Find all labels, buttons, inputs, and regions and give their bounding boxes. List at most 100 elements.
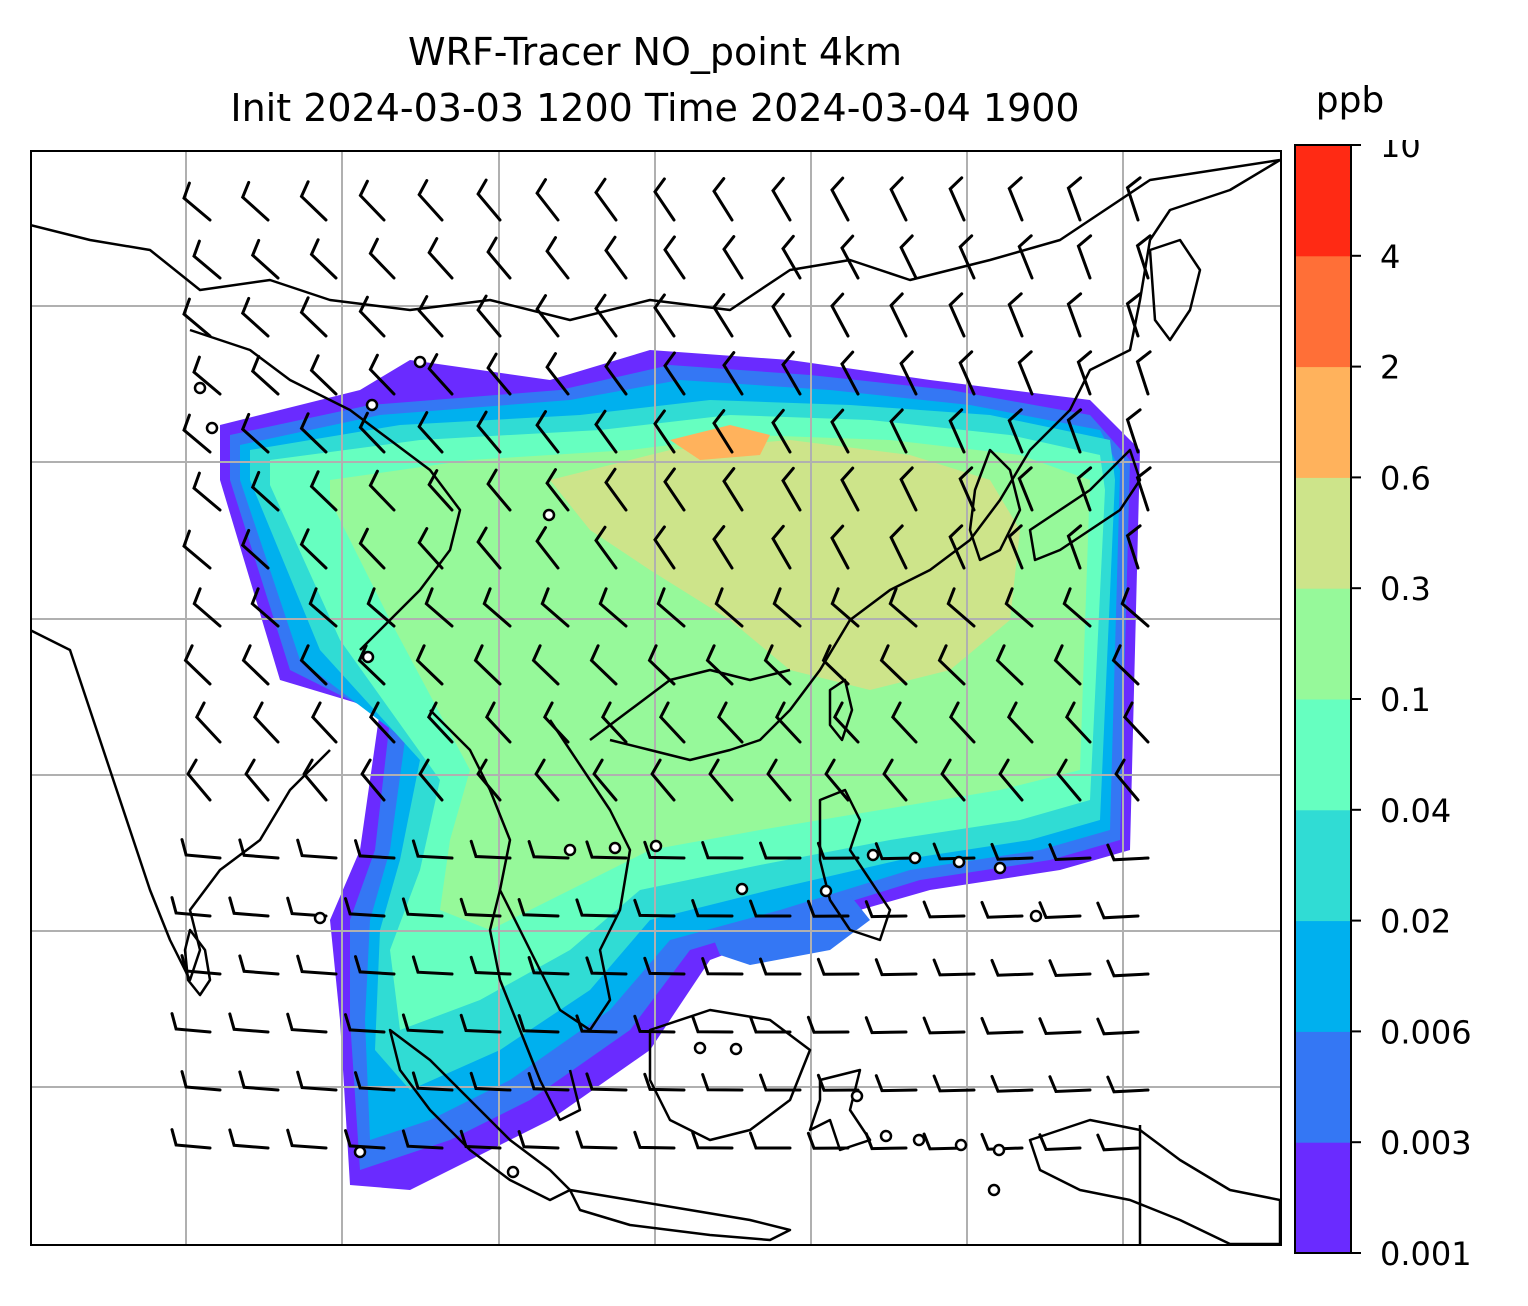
wind-barb (594, 177, 618, 222)
wind-barb (763, 644, 792, 686)
wind-barb (418, 758, 444, 802)
wind-barb (899, 350, 918, 396)
wind-barb (722, 235, 744, 280)
wind-barb (806, 1131, 850, 1150)
wind-barb (182, 413, 212, 454)
wind-barb (180, 954, 222, 976)
wind-barb (1007, 176, 1024, 222)
wind-barb (286, 1012, 328, 1034)
wind-barb (643, 840, 686, 860)
wind-barb (476, 526, 502, 570)
point-source-marker (313, 911, 327, 925)
wind-barb (889, 524, 908, 570)
point-source-marker (205, 421, 219, 435)
wind-barb (1076, 234, 1093, 280)
wind-barb (194, 701, 222, 744)
wind-barb (663, 351, 686, 396)
wind-barb (771, 524, 792, 570)
wind-barb (1106, 1075, 1150, 1094)
colorbar-tick-label: 0.3 (1380, 570, 1431, 608)
sulawesi (808, 1068, 872, 1152)
borneo (648, 1008, 812, 1142)
india-coast (30, 628, 331, 982)
wind-barb (476, 410, 502, 454)
wind-barb (286, 1128, 328, 1150)
wind-barb (712, 293, 734, 338)
wind-barb (759, 957, 802, 976)
wind-barb (816, 841, 860, 860)
wind-barb (486, 236, 512, 280)
wind-barb (1053, 644, 1082, 686)
wind-barb (459, 1013, 502, 1034)
wind-barb (535, 526, 560, 570)
wind-barb (192, 239, 222, 280)
point-sources (193, 355, 1043, 1197)
wind-barb (1007, 524, 1024, 570)
asia-north-border (30, 158, 1280, 322)
wind-barb (874, 958, 918, 977)
wind-barb (535, 294, 560, 338)
wind-barb (299, 644, 328, 686)
wind-barb (299, 528, 328, 570)
point-source-marker (952, 855, 966, 869)
wind-barb (656, 587, 686, 628)
wind-barb (360, 758, 386, 802)
colorbar-tick-label: 2 (1380, 349, 1400, 387)
point-source-marker (506, 1165, 520, 1179)
colorbar-swatch (1295, 920, 1351, 1032)
wind-barb (830, 176, 850, 222)
colorbar-swatch (1295, 809, 1351, 922)
tracer-layer-03 (550, 440, 1020, 690)
wind-barb (585, 840, 628, 860)
wind-barb (840, 466, 860, 512)
wind-barb (535, 178, 560, 222)
wind-barb (653, 293, 676, 338)
wind-barb (864, 1016, 908, 1035)
wind-barb (889, 292, 908, 338)
tracer-layer-06 (670, 425, 770, 460)
wind-barb (594, 293, 618, 338)
taiwan (828, 678, 854, 742)
point-source-marker (879, 1129, 893, 1143)
wind-barb (486, 352, 512, 396)
wind-barb (531, 644, 560, 686)
wind-barb (344, 897, 386, 918)
wind-barb (308, 587, 338, 628)
wind-barb (1064, 701, 1092, 744)
wind-barb (240, 528, 270, 570)
map-frame (30, 150, 1282, 1246)
wind-barb (712, 409, 734, 454)
new-guinea (1028, 1118, 1280, 1244)
point-source-marker (413, 355, 427, 369)
wind-barb (1076, 350, 1093, 396)
wind-barb (589, 644, 618, 686)
wind-barb (889, 176, 908, 222)
wind-barb (781, 234, 802, 280)
point-source-marker (193, 381, 207, 395)
wind-barb (1106, 843, 1150, 862)
wind-barb (368, 353, 396, 396)
point-source-marker (987, 1183, 1001, 1197)
wind-barb (296, 1070, 338, 1092)
wind-barb (594, 409, 618, 454)
wind-barb (653, 177, 676, 222)
wind-barb (922, 1016, 966, 1035)
map-panel (30, 150, 1282, 1246)
wind-barb (469, 955, 512, 976)
wind-barb (1066, 524, 1083, 570)
wind-barb (1125, 524, 1142, 570)
wind-barb (1125, 292, 1142, 338)
wind-barb (296, 954, 338, 976)
wind-barb (542, 701, 570, 744)
wind-barb (932, 1074, 976, 1093)
wind-barb (1111, 644, 1140, 686)
wind-barb (948, 524, 966, 570)
point-source-marker (563, 843, 577, 857)
wind-barb (890, 701, 918, 744)
wind-barb (663, 467, 686, 512)
wind-barb (585, 1072, 628, 1092)
colorbar-tick-label: 10 (1380, 140, 1421, 165)
wind-barb (840, 234, 860, 280)
wind-barb (358, 527, 386, 570)
wind-barb (879, 644, 908, 686)
